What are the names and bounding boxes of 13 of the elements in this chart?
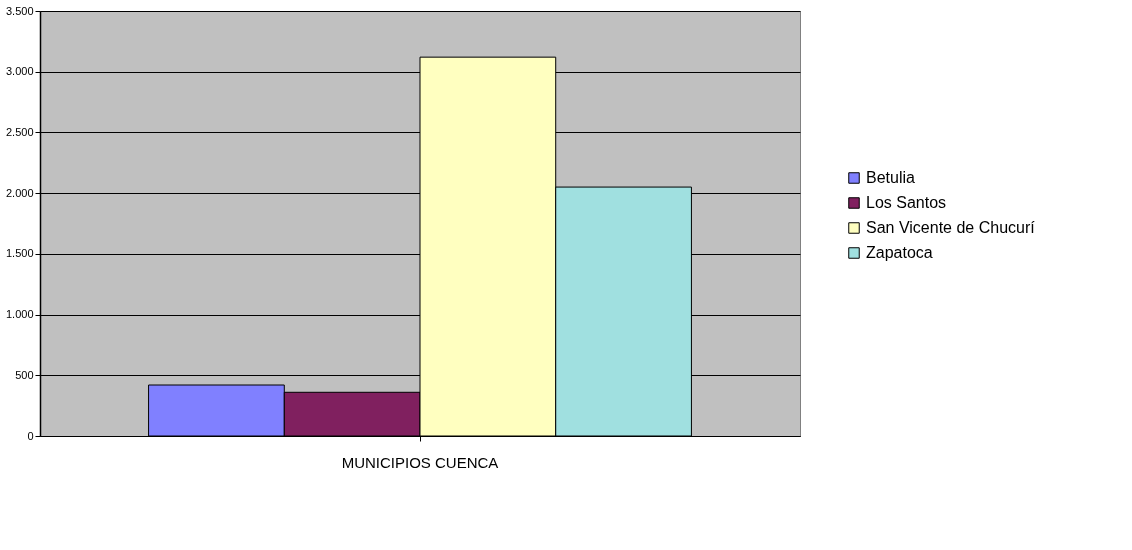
- y-tick-label: 0: [27, 429, 34, 442]
- legend-label: Zapatoca: [866, 244, 933, 261]
- y-tick-label: 500: [15, 368, 34, 381]
- legend-label: San Vicente de Chucurí: [866, 219, 1036, 236]
- y-tick-label: 2.000: [5, 186, 34, 199]
- x-tick-label: MUNICIPIOS CUENCA: [341, 453, 499, 471]
- y-tick-label: 1.000: [5, 308, 34, 321]
- y-tick-label: 2.500: [5, 125, 34, 138]
- y-tick-label: 3.000: [5, 65, 34, 78]
- y-tick-label: 1.500: [5, 247, 34, 260]
- legend-label: Los Santos: [866, 194, 947, 211]
- y-tick-label: 3.500: [5, 4, 34, 17]
- legend-label: Betulia: [866, 169, 916, 186]
